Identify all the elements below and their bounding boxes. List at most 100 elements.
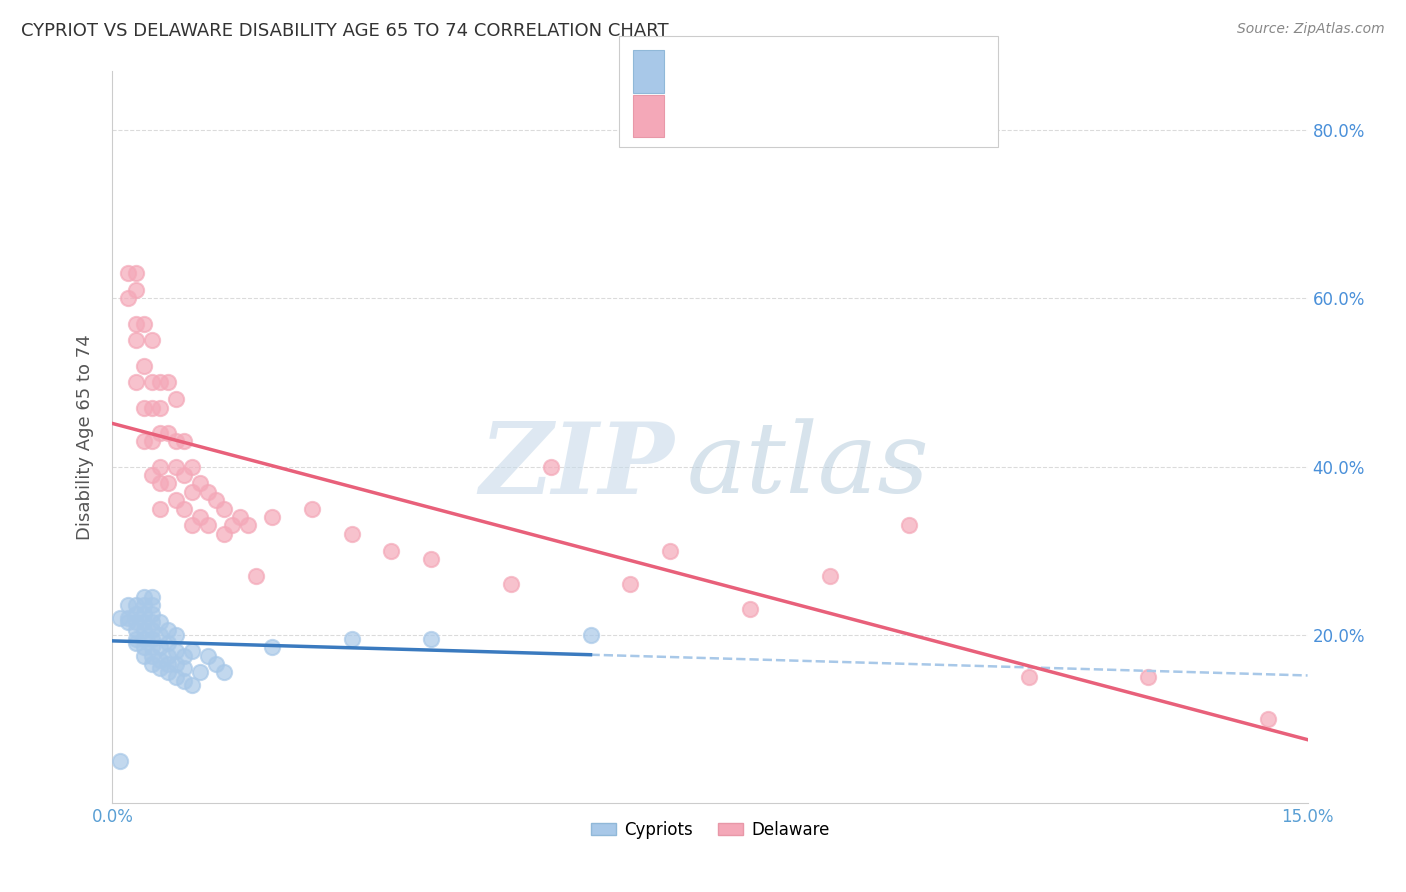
Point [134,317,156,331]
Point [212,665,235,680]
Point [134,590,156,604]
Point [1018,670,1040,684]
Point [117,615,139,629]
Text: R =: R = [675,107,706,125]
Point [229,510,252,524]
Point [260,640,283,655]
Point [134,648,156,663]
Point [157,636,180,650]
Point [340,632,363,646]
Point [165,459,187,474]
Point [245,569,267,583]
Point [173,661,195,675]
Point [181,484,204,499]
Point [165,493,187,508]
Point [134,401,156,415]
Point [420,552,443,566]
Text: N =: N = [815,62,846,80]
Legend: Cypriots, Delaware: Cypriots, Delaware [583,814,837,846]
Point [134,359,156,373]
Point [125,632,148,646]
Point [141,624,163,638]
Point [149,376,172,390]
Point [173,434,195,449]
Point [134,624,156,638]
Point [173,467,195,482]
Point [149,401,172,415]
Point [165,657,187,671]
Point [738,602,761,616]
Text: N =: N = [815,107,846,125]
Point [141,376,163,390]
Point [110,754,132,768]
Point [134,640,156,655]
Point [125,317,148,331]
Point [149,501,172,516]
Point [125,599,148,613]
Point [165,627,187,641]
Point [181,678,204,692]
Point [181,644,204,658]
Point [221,518,243,533]
Point [499,577,522,591]
Point [173,501,195,516]
Point [141,648,163,663]
Point [134,607,156,621]
Point [149,615,172,629]
Point [110,611,132,625]
Point [301,501,323,516]
Point [141,640,163,655]
Point [141,632,163,646]
Point [205,493,228,508]
Point [1137,670,1160,684]
Point [141,607,163,621]
Point [205,657,228,671]
Point [181,518,204,533]
Point [141,615,163,629]
Point [420,632,443,646]
Point [117,599,139,613]
Point [380,543,402,558]
Point [157,657,180,671]
Y-axis label: Disability Age 65 to 74: Disability Age 65 to 74 [76,334,94,540]
Point [212,526,235,541]
Point [141,334,163,348]
Point [149,425,172,440]
Point [149,476,172,491]
Point [260,510,283,524]
Point [149,627,172,641]
Point [165,434,187,449]
Point [157,648,180,663]
Point [165,670,187,684]
Point [188,665,211,680]
Point [149,459,172,474]
Point [197,648,219,663]
Point [149,640,172,655]
Point [125,636,148,650]
Point [141,401,163,415]
Point [579,627,602,641]
Point [212,501,235,516]
Point [818,569,841,583]
Point [117,611,139,625]
Text: Source: ZipAtlas.com: Source: ZipAtlas.com [1237,22,1385,37]
Point [117,266,139,280]
Point [157,624,180,638]
Point [157,425,180,440]
Point [173,648,195,663]
Text: -0.098: -0.098 [724,107,789,125]
Point [188,476,211,491]
Point [149,653,172,667]
Point [173,673,195,688]
Point [659,543,682,558]
Point [165,392,187,407]
Text: R =: R = [675,62,706,80]
Point [157,476,180,491]
Point [141,434,163,449]
Point [188,510,211,524]
Point [134,632,156,646]
Point [125,283,148,297]
Point [125,615,148,629]
Point [197,518,219,533]
Point [149,661,172,675]
